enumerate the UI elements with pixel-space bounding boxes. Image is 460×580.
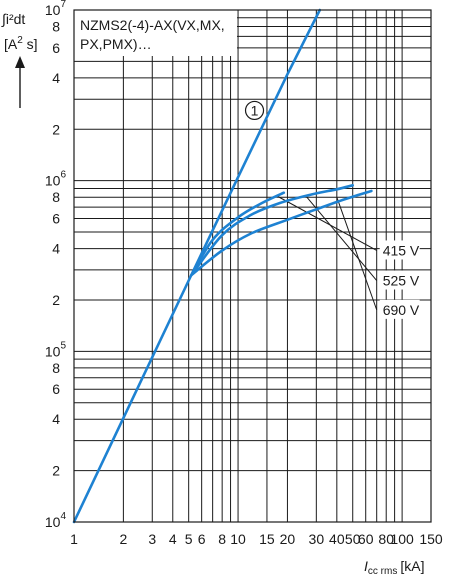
- y-tick-base: 10: [45, 2, 61, 18]
- series-line-690: [190, 189, 373, 277]
- x-tick-label: 150: [419, 531, 443, 547]
- annotation-label: 690 V: [383, 302, 420, 318]
- series-marker-circle: [244, 100, 265, 121]
- x-tick-label: 4: [169, 531, 177, 547]
- annotation-label-background: [379, 270, 420, 290]
- x-tick-label: 2: [119, 531, 127, 547]
- x-tick-label: 30: [309, 531, 325, 547]
- y-axis-unit-close: s]: [23, 36, 38, 52]
- y-tick-exponent: 6: [60, 170, 66, 181]
- y-tick-label: 4: [52, 241, 60, 257]
- y-tick-label: 104: [45, 511, 67, 530]
- y-tick-label: 4: [52, 411, 60, 427]
- y-axis-arrow: [15, 56, 25, 108]
- series-line-s1: [72, 8, 322, 524]
- grid: [73, 9, 432, 523]
- x-tick-label: 80: [378, 531, 394, 547]
- y-axis-unit: [A2 s]: [4, 35, 38, 52]
- y-tick-label: 6: [52, 381, 60, 397]
- series-line-415: [190, 191, 286, 277]
- x-tick-label: 20: [280, 531, 296, 547]
- x-tick-label: 50: [345, 531, 361, 547]
- x-axis-symbol: I: [364, 558, 368, 574]
- y-axis-unit-open: [A: [4, 36, 18, 52]
- title-background: [74, 10, 237, 56]
- chart-title-line-2: PX,PMX)…: [80, 36, 152, 52]
- annotation-label: 525 V: [383, 273, 420, 289]
- series-marker-label: 1: [251, 102, 259, 118]
- y-tick-label: 4: [52, 70, 60, 86]
- y-tick-label: 6: [52, 40, 60, 56]
- plot-frame: [73, 9, 432, 523]
- annotation-leader-line: [336, 197, 378, 311]
- x-axis-unit: [kA]: [400, 558, 424, 574]
- y-tick-label: 105: [45, 340, 67, 359]
- x-tick-label: 15: [259, 531, 275, 547]
- annotation-label: 415 V: [383, 242, 420, 258]
- y-tick-label: 2: [52, 292, 60, 308]
- x-tick-label: 40: [329, 531, 345, 547]
- y-tick-label: 8: [52, 19, 60, 35]
- y-tick-base: 10: [45, 173, 61, 189]
- annotation-labels: 1 415 V 525 V 690 V: [244, 100, 420, 319]
- x-tick-label: 1: [70, 531, 78, 547]
- series-line-525: [190, 184, 354, 277]
- annotation-label-background: [379, 240, 420, 260]
- x-tick-label: 3: [148, 531, 156, 547]
- y-tick-label: 106: [45, 170, 67, 189]
- y-tick-label: 2: [52, 121, 60, 137]
- x-axis-subscript: cc rms: [368, 566, 397, 577]
- y-tick-label: 107: [45, 0, 67, 18]
- y-tick-exponent: 7: [60, 0, 66, 10]
- x-axis-label: Icc rms [kA]: [364, 558, 424, 577]
- y-tick-label: 8: [52, 189, 60, 205]
- annotation-leaders: [275, 194, 378, 311]
- x-tick-label: 5: [185, 531, 193, 547]
- y-tick-label: 2: [52, 463, 60, 479]
- y-tick-base: 10: [45, 514, 61, 530]
- annotation-leader-line: [305, 195, 378, 281]
- y-tick-label: 8: [52, 360, 60, 376]
- series-lines: [72, 8, 373, 524]
- y-axis-integral: ∫i²dt: [1, 11, 25, 27]
- x-tick-label: 6: [198, 531, 206, 547]
- annotation-label-background: [379, 299, 420, 319]
- y-axis-unit-sup: 2: [17, 35, 23, 46]
- x-tick-label: 10: [230, 531, 246, 547]
- y-tick-label: 6: [52, 211, 60, 227]
- annotation-leader-line: [275, 194, 377, 251]
- y-tick-base: 10: [45, 343, 61, 359]
- x-tick-label: 8: [218, 531, 226, 547]
- chart-title-line-1: NZMS2(-4)-AX(VX,MX,: [80, 17, 225, 33]
- x-tick-label: 60: [358, 531, 374, 547]
- y-tick-exponent: 5: [60, 340, 66, 351]
- y-tick-exponent: 4: [60, 511, 66, 522]
- x-tick-label: 100: [390, 531, 414, 547]
